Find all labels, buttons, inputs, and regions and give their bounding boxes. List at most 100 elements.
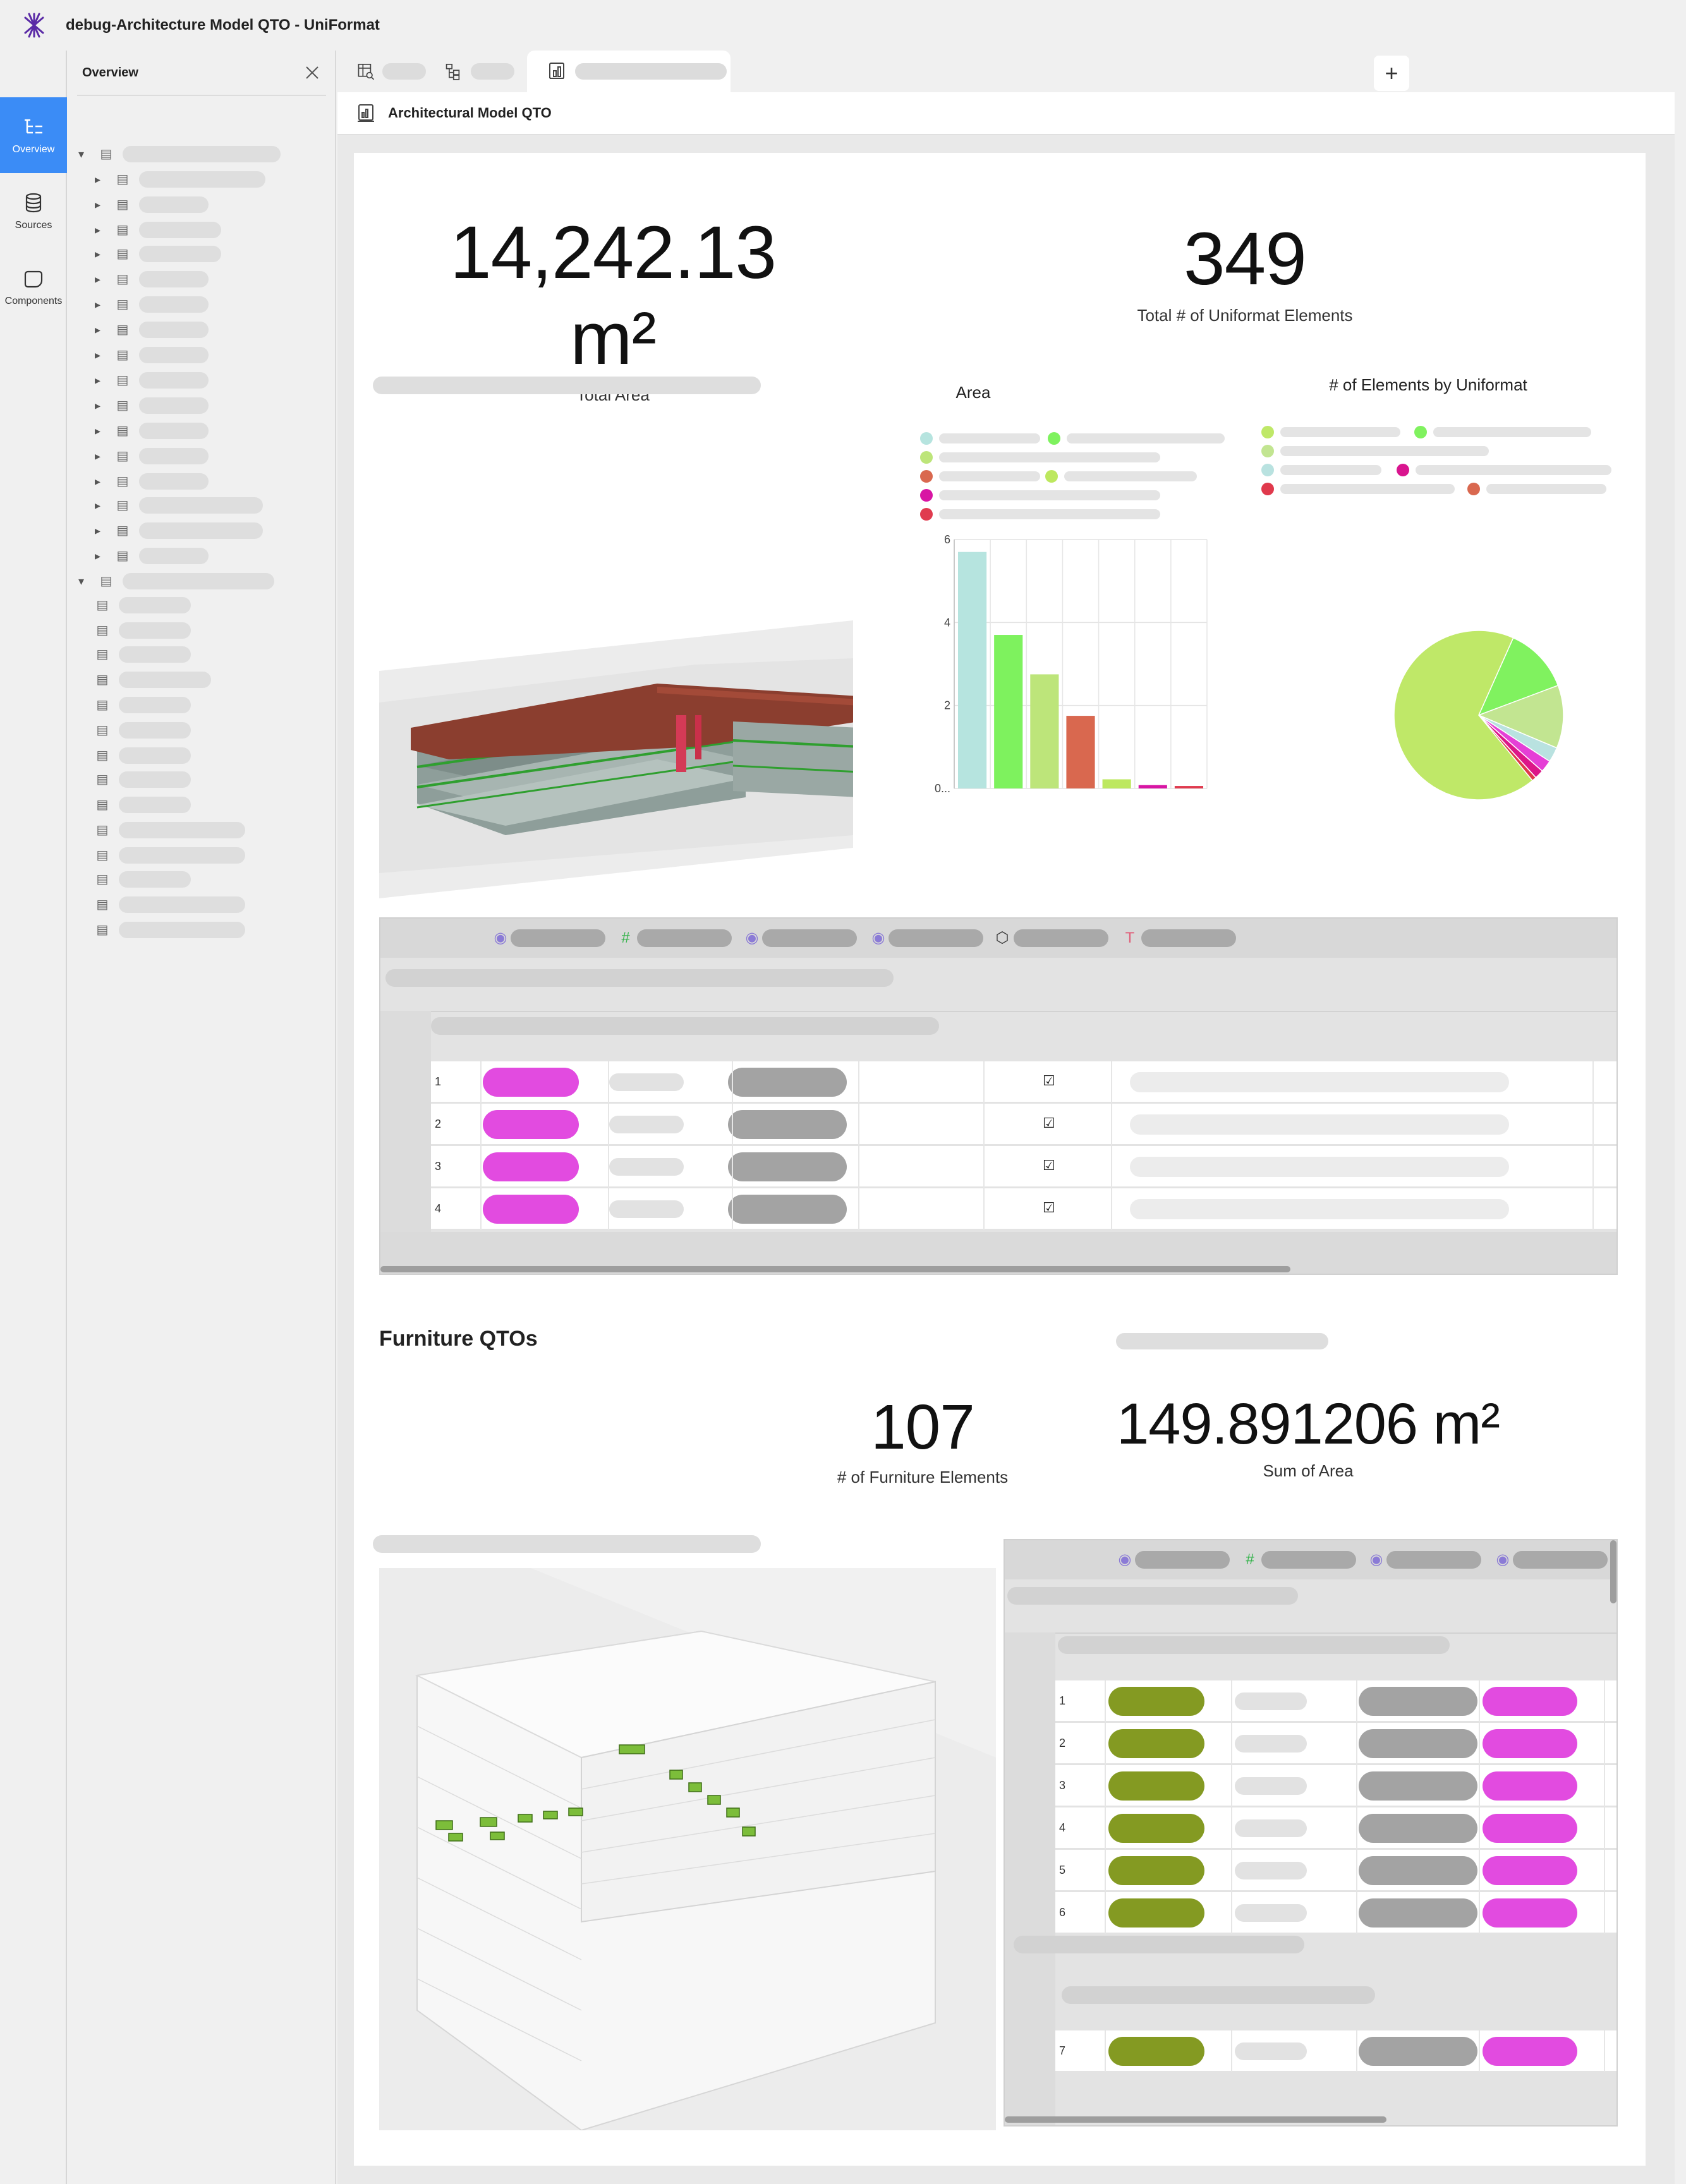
horizontal-scrollbar[interactable] bbox=[380, 1266, 1290, 1272]
tree-item[interactable]: ▸ ▤ bbox=[95, 168, 265, 191]
cell-value-placeholder[interactable] bbox=[609, 1116, 684, 1133]
chevron-right-icon[interactable]: ▸ bbox=[95, 349, 101, 361]
cell-value-placeholder[interactable] bbox=[1130, 1114, 1509, 1135]
column-name-placeholder[interactable] bbox=[888, 929, 983, 947]
tree-item[interactable]: ▸ ▤ bbox=[95, 519, 263, 542]
bar[interactable] bbox=[1174, 786, 1203, 788]
add-tab-button[interactable]: + bbox=[1374, 56, 1409, 91]
cell-value-placeholder[interactable] bbox=[1235, 1777, 1307, 1795]
cell-value-placeholder[interactable] bbox=[1108, 1814, 1204, 1843]
tree-item[interactable]: ▾ ▤ bbox=[78, 570, 274, 593]
cell-value-placeholder[interactable] bbox=[1359, 1856, 1477, 1885]
tree-item[interactable]: ▤ bbox=[95, 594, 191, 617]
chevron-right-icon[interactable]: ▸ bbox=[95, 273, 101, 286]
close-icon[interactable] bbox=[303, 64, 321, 81]
tree-item[interactable]: ▤ bbox=[95, 919, 245, 941]
cell-value-placeholder[interactable] bbox=[1130, 1157, 1509, 1177]
table-row[interactable]: 3 ☑ bbox=[431, 1146, 1616, 1188]
table-row[interactable]: 7 bbox=[1055, 2030, 1616, 2072]
cell-value-placeholder[interactable] bbox=[1130, 1199, 1509, 1219]
tree-item[interactable]: ▸ ▤ bbox=[95, 545, 209, 567]
table-row[interactable]: 2 bbox=[1055, 1723, 1616, 1765]
cell-value-placeholder[interactable] bbox=[609, 1200, 684, 1218]
chevron-right-icon[interactable]: ▸ bbox=[95, 550, 101, 562]
cell-value-placeholder[interactable] bbox=[483, 1195, 579, 1224]
cell-value-placeholder[interactable] bbox=[1359, 1771, 1477, 1801]
tab-workflow[interactable] bbox=[426, 51, 514, 92]
tree-item[interactable]: ▤ bbox=[95, 744, 191, 767]
cell-value-placeholder[interactable] bbox=[1359, 1898, 1477, 1928]
cell-value-placeholder[interactable] bbox=[1235, 1819, 1307, 1837]
cell-value-placeholder[interactable] bbox=[1235, 1735, 1307, 1753]
cell-value-placeholder[interactable] bbox=[1359, 2037, 1477, 2066]
cell-value-placeholder[interactable] bbox=[1235, 1692, 1307, 1710]
cell-value-placeholder[interactable] bbox=[1483, 2037, 1577, 2066]
chevron-right-icon[interactable]: ▸ bbox=[95, 198, 101, 211]
pie-slice[interactable] bbox=[1477, 637, 1559, 716]
table-row[interactable]: 1 bbox=[1055, 1680, 1616, 1722]
tree-item[interactable]: ▸ ▤ bbox=[95, 193, 209, 216]
tree-item[interactable]: ▸ ▤ bbox=[95, 219, 221, 241]
chevron-right-icon[interactable]: ▸ bbox=[95, 399, 101, 412]
cell-value-placeholder[interactable] bbox=[1130, 1072, 1509, 1092]
checkbox[interactable]: ☑ bbox=[1043, 1073, 1055, 1089]
column-name-placeholder[interactable] bbox=[1261, 1551, 1356, 1569]
column-name-placeholder[interactable] bbox=[1513, 1551, 1608, 1569]
rail-item-overview[interactable]: Overview bbox=[0, 97, 67, 173]
tree-item[interactable]: ▸ ▤ bbox=[95, 344, 209, 366]
column-name-placeholder[interactable] bbox=[1386, 1551, 1481, 1569]
cell-value-placeholder[interactable] bbox=[1108, 1729, 1204, 1758]
chevron-right-icon[interactable]: ▸ bbox=[95, 298, 101, 311]
cell-value-placeholder[interactable] bbox=[1359, 1814, 1477, 1843]
cell-value-placeholder[interactable] bbox=[1483, 1898, 1577, 1928]
bar[interactable] bbox=[994, 635, 1023, 788]
table-row[interactable]: 2 ☑ bbox=[431, 1104, 1616, 1145]
tree-item[interactable]: ▾ ▤ bbox=[78, 143, 281, 166]
cell-value-placeholder[interactable] bbox=[1359, 1687, 1477, 1716]
bar[interactable] bbox=[1138, 785, 1167, 788]
tree-item[interactable]: ▸ ▤ bbox=[95, 445, 209, 468]
bar[interactable] bbox=[1030, 674, 1059, 788]
tree-item[interactable]: ▸ ▤ bbox=[95, 268, 209, 291]
cell-value-placeholder[interactable] bbox=[1483, 1814, 1577, 1843]
cell-value-placeholder[interactable] bbox=[1235, 1862, 1307, 1879]
vertical-scrollbar[interactable] bbox=[1610, 1540, 1616, 1603]
cell-value-placeholder[interactable] bbox=[1108, 1898, 1204, 1928]
model-viewer-furniture[interactable] bbox=[379, 1568, 996, 2130]
cell-value-placeholder[interactable] bbox=[728, 1110, 847, 1139]
cell-value-placeholder[interactable] bbox=[1483, 1729, 1577, 1758]
bar[interactable] bbox=[1102, 779, 1131, 788]
checkbox[interactable]: ☑ bbox=[1043, 1157, 1055, 1173]
chevron-down-icon[interactable]: ▾ bbox=[78, 148, 85, 160]
model-viewer-architecture[interactable] bbox=[379, 570, 853, 898]
table-row[interactable]: 3 bbox=[1055, 1765, 1616, 1807]
chevron-down-icon[interactable]: ▾ bbox=[78, 575, 85, 588]
cell-value-placeholder[interactable] bbox=[728, 1152, 847, 1181]
cell-value-placeholder[interactable] bbox=[1235, 2042, 1307, 2060]
cell-value-placeholder[interactable] bbox=[1108, 2037, 1204, 2066]
cell-value-placeholder[interactable] bbox=[1483, 1856, 1577, 1885]
tree-item[interactable]: ▤ bbox=[95, 768, 191, 791]
tree-item[interactable]: ▤ bbox=[95, 844, 245, 867]
tree-item[interactable]: ▤ bbox=[95, 668, 211, 691]
table-row[interactable]: 4 ☑ bbox=[431, 1188, 1616, 1230]
tree-item[interactable]: ▤ bbox=[95, 793, 191, 816]
cell-value-placeholder[interactable] bbox=[1483, 1771, 1577, 1801]
tree-item[interactable]: ▤ bbox=[95, 643, 191, 666]
table-row[interactable]: 5 bbox=[1055, 1850, 1616, 1891]
pie-slice[interactable] bbox=[1393, 630, 1534, 800]
tree-item[interactable]: ▸ ▤ bbox=[95, 293, 209, 316]
chevron-right-icon[interactable]: ▸ bbox=[95, 475, 101, 488]
bar[interactable] bbox=[958, 552, 987, 788]
cell-value-placeholder[interactable] bbox=[609, 1073, 684, 1091]
tree-item[interactable]: ▤ bbox=[95, 893, 245, 916]
chevron-right-icon[interactable]: ▸ bbox=[95, 524, 101, 537]
tree-item[interactable]: ▸ ▤ bbox=[95, 470, 209, 493]
cell-value-placeholder[interactable] bbox=[483, 1110, 579, 1139]
table-row[interactable]: 6 bbox=[1055, 1892, 1616, 1934]
cell-value-placeholder[interactable] bbox=[728, 1068, 847, 1097]
dashboard-scroll-area[interactable]: 14,242.13 m² Total Area 349 Total # of U… bbox=[337, 135, 1675, 2184]
rail-item-sources[interactable]: Sources bbox=[0, 173, 67, 249]
table-row[interactable]: 4 bbox=[1055, 1807, 1616, 1849]
checkbox[interactable]: ☑ bbox=[1043, 1200, 1055, 1216]
